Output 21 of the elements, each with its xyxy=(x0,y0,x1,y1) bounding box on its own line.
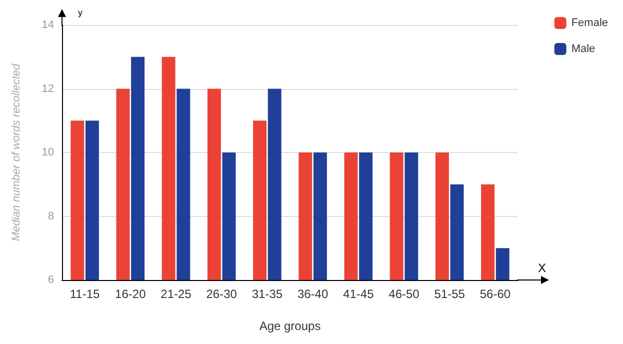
y-tick-label: 12 xyxy=(42,82,54,95)
legend-label: Female xyxy=(571,17,608,29)
y-tick-label: 10 xyxy=(42,146,54,158)
legend-label: Male xyxy=(571,43,596,55)
x-tick-label: 36-40 xyxy=(297,287,328,301)
x-tick-label: 21-25 xyxy=(160,287,192,301)
y-axis-title: Median number of words recollected xyxy=(10,62,22,242)
y-tick-label: 8 xyxy=(48,210,54,222)
x-tick-label: 26-30 xyxy=(206,287,238,301)
x-tick-label: 11-15 xyxy=(70,287,100,301)
x-tick-label: 31-35 xyxy=(252,287,283,301)
x-axis-title: Age groups xyxy=(259,319,321,333)
x-tick-label: 56-60 xyxy=(480,287,511,301)
x-tick-label: 46-50 xyxy=(388,287,420,301)
text: y xyxy=(78,8,83,18)
text: X xyxy=(538,261,546,275)
y-tick-label: 14 xyxy=(42,19,54,31)
x-tick-label: 41-45 xyxy=(343,287,374,301)
x-tick-label: 16-20 xyxy=(115,287,146,301)
y-tick-label: 6 xyxy=(48,274,54,286)
x-tick-label: 51-55 xyxy=(434,287,466,301)
